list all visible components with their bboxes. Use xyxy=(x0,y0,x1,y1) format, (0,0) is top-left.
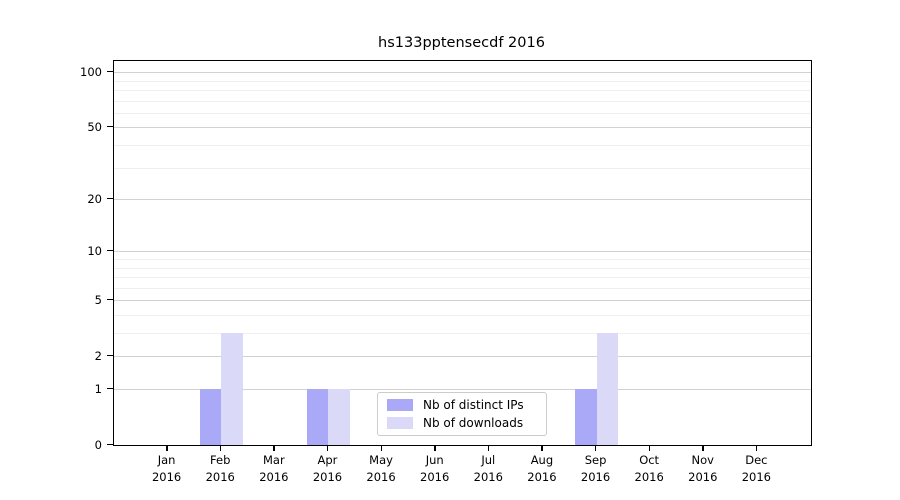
y-axis-tick-label: 2 xyxy=(94,349,102,364)
x-axis-tick-label: Feb 2016 xyxy=(205,453,235,484)
legend-label-downloads: Nb of downloads xyxy=(423,416,524,430)
major-gridline xyxy=(114,127,811,129)
minor-gridline xyxy=(114,90,811,91)
minor-gridline xyxy=(114,258,811,260)
y-axis-tick xyxy=(107,387,113,389)
x-axis-tick-label: Mar 2016 xyxy=(259,453,289,484)
x-axis-tick-label: Sep 2016 xyxy=(580,453,611,484)
downloads-swatch xyxy=(387,417,413,429)
y-axis-tick-label: 20 xyxy=(87,192,102,207)
legend-label-distinct-ips: Nb of distinct IPs xyxy=(423,398,524,412)
y-axis-tick xyxy=(107,70,113,73)
x-axis-tick xyxy=(702,445,704,452)
minor-gridline xyxy=(114,314,811,316)
y-axis-tick xyxy=(107,354,113,357)
x-axis-tick xyxy=(166,445,168,452)
minor-gridline xyxy=(114,167,811,169)
y-axis-tick xyxy=(107,443,113,445)
distinct-ips-bar xyxy=(307,389,329,445)
distinct-ips-bar xyxy=(199,389,222,445)
x-axis-tick-label: May 2016 xyxy=(366,453,396,484)
x-axis-tick xyxy=(219,445,222,452)
x-axis-tick xyxy=(648,445,651,452)
chart-title: hs133pptensecdf 2016 xyxy=(378,35,545,51)
x-axis-tick-label: Jul 2016 xyxy=(473,453,503,484)
x-axis-tick-label: Nov 2016 xyxy=(688,453,718,484)
minor-gridline xyxy=(114,112,811,114)
x-axis-tick-label: Aug 2016 xyxy=(527,453,557,484)
y-axis-tick xyxy=(107,125,113,128)
x-axis-tick-label: Oct 2016 xyxy=(634,453,664,484)
downloads-bar xyxy=(328,389,350,445)
plot-area: Nb of distinct IPs Nb of downloads xyxy=(113,60,812,446)
x-axis-tick xyxy=(541,445,543,452)
legend-row-distinct-ips: Nb of distinct IPs xyxy=(387,398,546,412)
y-axis-tick-label: 1 xyxy=(94,382,102,396)
major-gridline xyxy=(114,251,811,253)
minor-gridline xyxy=(114,80,811,82)
minor-gridline xyxy=(114,145,811,146)
distinct-ips-bar xyxy=(575,389,597,445)
y-axis-tick-label: 0 xyxy=(94,438,102,452)
legend: Nb of distinct IPs Nb of downloads xyxy=(377,392,547,436)
major-gridline xyxy=(114,356,811,358)
x-axis-tick-label: Dec 2016 xyxy=(741,453,772,484)
x-axis-tick xyxy=(326,445,329,452)
x-axis-tick-label: Jun 2016 xyxy=(420,453,450,484)
legend-row-downloads: Nb of downloads xyxy=(387,416,546,430)
major-gridline xyxy=(114,300,811,302)
y-axis-tick xyxy=(107,249,113,252)
y-axis-tick-label: 5 xyxy=(94,293,102,308)
x-axis-tick xyxy=(273,445,275,452)
minor-gridline xyxy=(114,267,811,269)
major-gridline xyxy=(114,389,811,390)
minor-gridline xyxy=(114,287,811,289)
x-axis-tick xyxy=(380,445,382,452)
major-gridline xyxy=(114,72,811,74)
x-axis-tick xyxy=(487,445,490,452)
x-axis-tick-label: Apr 2016 xyxy=(312,453,343,484)
minor-gridline xyxy=(114,277,811,279)
downloads-bar xyxy=(596,333,618,445)
x-axis-tick xyxy=(595,445,597,452)
y-axis-tick xyxy=(107,197,113,199)
downloads-bar xyxy=(221,333,243,445)
y-axis-tick xyxy=(107,298,113,301)
x-axis-tick-label: Jan 2016 xyxy=(151,453,182,484)
x-axis-tick xyxy=(755,445,758,452)
minor-gridline xyxy=(114,100,811,102)
y-axis-tick-label: 10 xyxy=(87,244,102,259)
minor-gridline xyxy=(114,333,811,334)
major-gridline xyxy=(114,199,811,201)
x-axis-tick xyxy=(434,445,436,452)
y-axis-tick-label: 50 xyxy=(87,120,102,135)
y-axis-tick-label: 100 xyxy=(80,65,102,80)
distinct-ips-swatch xyxy=(387,399,413,411)
